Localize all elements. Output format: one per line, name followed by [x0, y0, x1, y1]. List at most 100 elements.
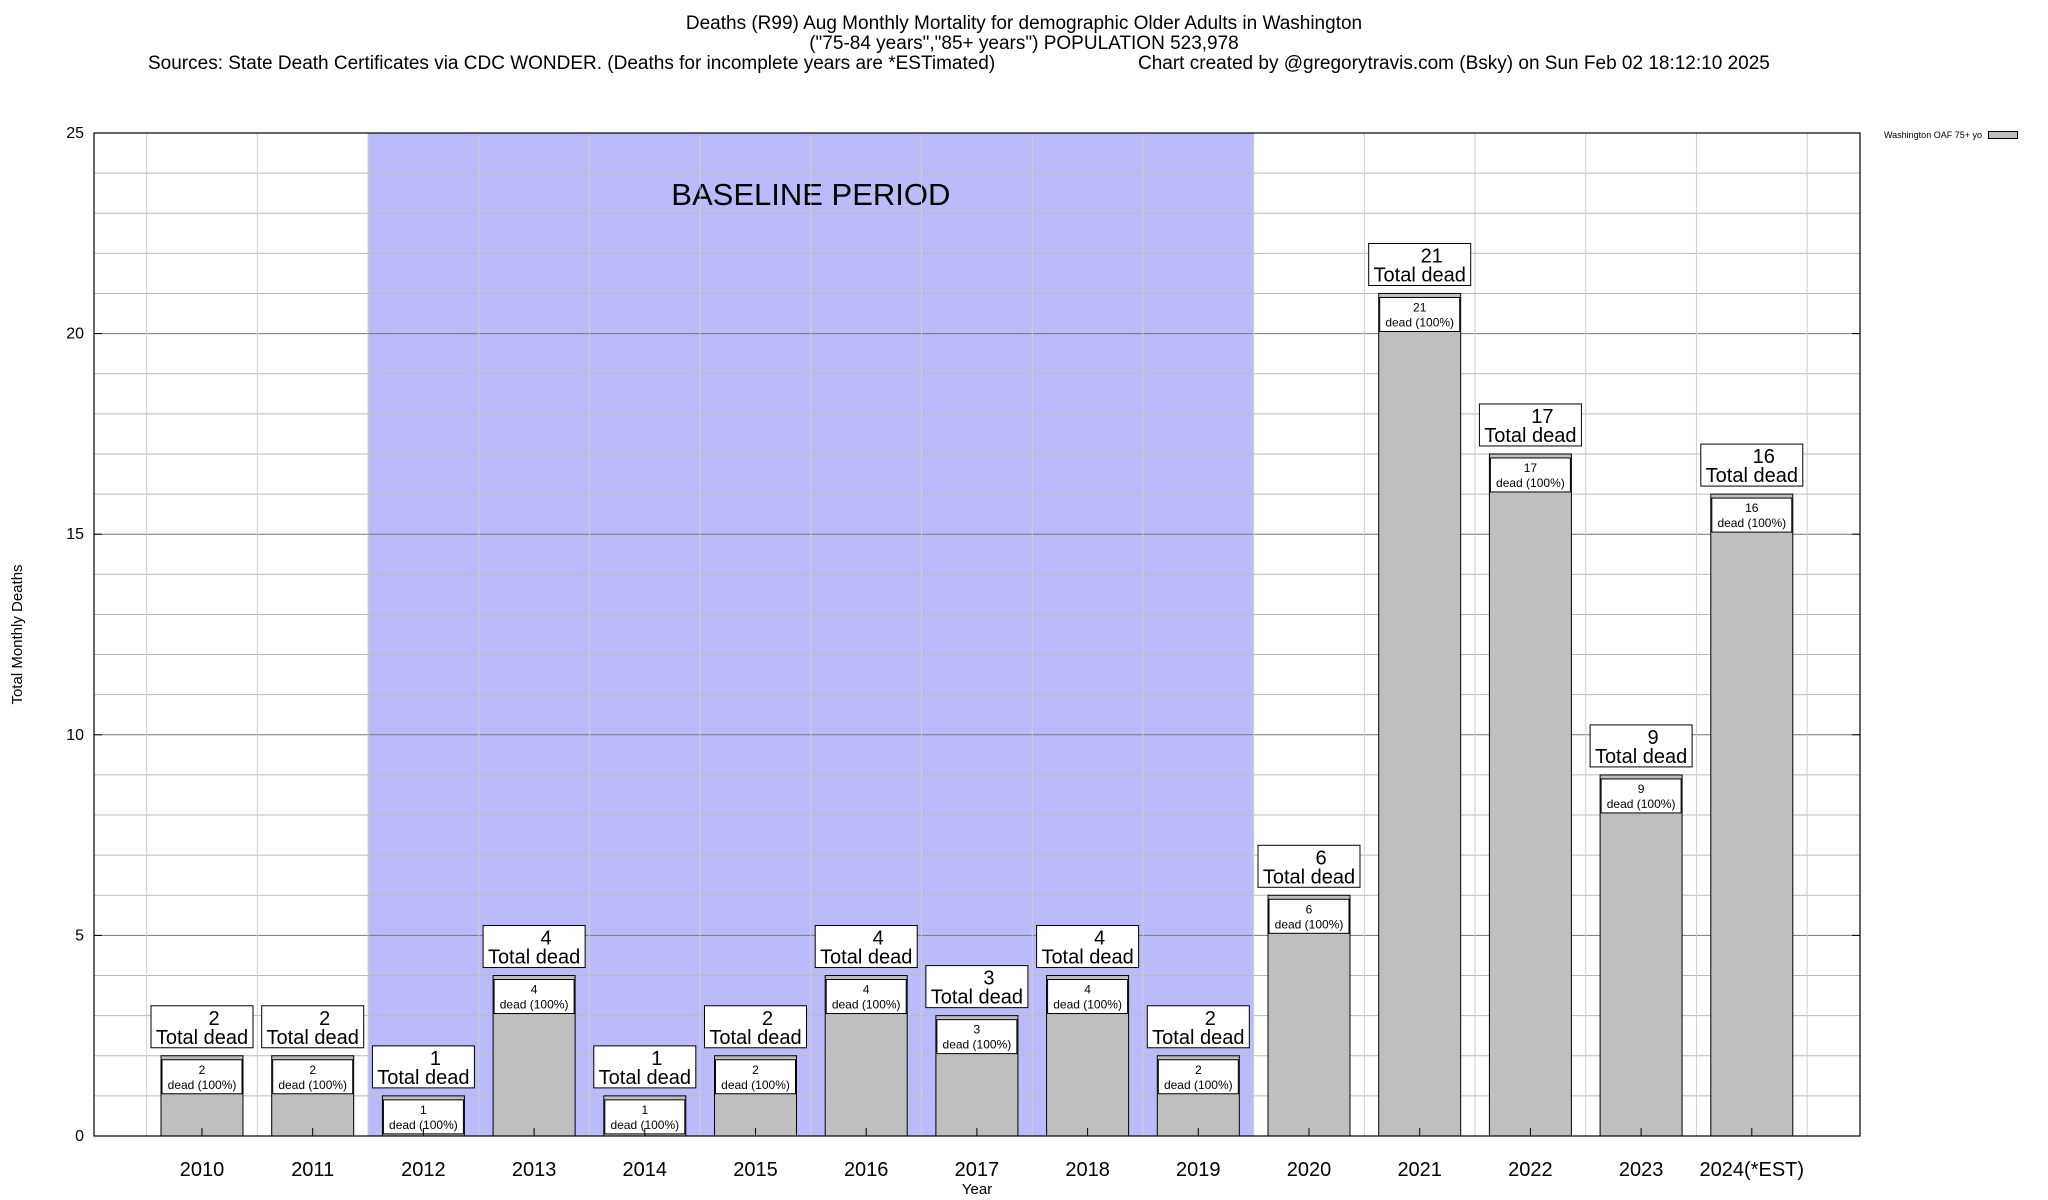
- bar-inner-label: dead (100%): [1496, 476, 1565, 490]
- x-tick-label: 2022: [1508, 1159, 1553, 1181]
- bar-inner-value: 2: [752, 1063, 759, 1077]
- x-tick-label: 2023: [1619, 1159, 1664, 1181]
- bar-total-value: 17: [1531, 406, 1553, 428]
- x-tick-label: 2020: [1287, 1159, 1332, 1181]
- bar-total-label: Total dead: [377, 1067, 469, 1089]
- bar-total-value: 4: [873, 928, 884, 950]
- bar-inner-label-box: [161, 1059, 243, 1095]
- bar-total-label-box: [150, 1005, 254, 1049]
- bar-total-label: Total dead: [931, 987, 1023, 1009]
- bar-inner-value: 3: [974, 1023, 981, 1037]
- bar-total-value: 2: [319, 1008, 330, 1030]
- x-tick-label: 2017: [955, 1159, 1000, 1181]
- x-tick-label: 2015: [733, 1159, 778, 1181]
- legend: Washington OAF 75+ yo: [1884, 130, 2018, 140]
- x-axis-label: Year: [962, 1181, 992, 1198]
- bar-total-value: 2: [1205, 1008, 1216, 1030]
- bar-total-label-box: [593, 1045, 697, 1089]
- bar-inner-value: 9: [1638, 782, 1645, 796]
- bar-total-label: Total dead: [488, 947, 580, 969]
- bar-total-value: 1: [430, 1048, 441, 1070]
- bar-total-value: 16: [1753, 446, 1775, 468]
- bar-total-label: Total dead: [267, 1027, 359, 1049]
- bar-inner-label: dead (100%): [1717, 516, 1786, 530]
- chart-source: Sources: State Death Certificates via CD…: [148, 53, 996, 74]
- bar-inner-value: 16: [1745, 501, 1759, 515]
- bar-inner-label-box: [493, 979, 575, 1015]
- bar-inner-value: 4: [1084, 983, 1091, 997]
- bar-inner-label: dead (100%): [1053, 998, 1122, 1012]
- y-tick-label: 0: [75, 1128, 84, 1145]
- bar-inner-value: 4: [863, 983, 870, 997]
- chart-credit: Chart created by @gregorytravis.com (Bsk…: [1138, 53, 1770, 74]
- bar-inner-label-box: [936, 1019, 1018, 1055]
- x-tick-label: 2010: [180, 1159, 225, 1181]
- x-tick-label: 2014: [623, 1159, 668, 1181]
- bar-inner-label-box: [715, 1059, 796, 1095]
- bar-inner-label-box: [1047, 979, 1129, 1015]
- x-tick-label: 2013: [512, 1159, 557, 1181]
- bar-inner-label: dead (100%): [721, 1078, 790, 1092]
- bar-inner-label: dead (100%): [500, 998, 569, 1012]
- bar-inner-label: dead (100%): [832, 998, 901, 1012]
- bar: [1599, 774, 1683, 1137]
- bar: [1710, 493, 1794, 1137]
- x-tick-label: 2024(*EST): [1700, 1159, 1805, 1181]
- y-tick-label: 5: [75, 927, 84, 944]
- x-tick-label: 2011: [291, 1159, 334, 1181]
- x-tick-label: 2018: [1065, 1159, 1110, 1181]
- bar-inner-value: 2: [309, 1063, 316, 1077]
- y-tick-label: 10: [66, 727, 84, 744]
- bar-total-label: Total dead: [820, 947, 912, 969]
- bar-total-value: 3: [983, 968, 994, 990]
- chart-title: Deaths (R99) Aug Monthly Mortality for d…: [685, 13, 1363, 34]
- bar-inner-value: 2: [199, 1063, 206, 1077]
- bar-total-value: 1: [651, 1048, 662, 1070]
- bar-inner-label: dead (100%): [278, 1078, 347, 1092]
- bar-inner-label-box: [1268, 898, 1350, 934]
- bar-total-label: Total dead: [599, 1067, 691, 1089]
- bar-total-label-box: [261, 1005, 365, 1049]
- bar-inner-label-box: [1600, 778, 1682, 814]
- bar-total-value: 4: [541, 928, 552, 950]
- x-tick-label: 2016: [844, 1159, 889, 1181]
- bar-total-label-box: [1146, 1005, 1250, 1049]
- bar-total-label-box: [482, 925, 586, 969]
- bar-total-value: 2: [762, 1008, 773, 1030]
- bar-inner-label-box: [1489, 457, 1571, 493]
- bar-total-label: Total dead: [1263, 866, 1355, 888]
- bar-total-label-box: [1589, 724, 1693, 768]
- bar: [1378, 292, 1462, 1137]
- bar-total-value: 21: [1421, 245, 1443, 267]
- bar-inner-label: dead (100%): [610, 1118, 679, 1132]
- bar-inner-label-box: [1379, 296, 1461, 332]
- bar-total-label: Total dead: [1152, 1027, 1244, 1049]
- bar-total-label-box: [1368, 242, 1472, 286]
- bar-total-label-box: [1700, 443, 1804, 487]
- bar-inner-label-box: [825, 979, 907, 1015]
- bar: [1267, 894, 1351, 1137]
- x-tick-label: 2019: [1176, 1159, 1221, 1181]
- plot-frame: [93, 132, 1861, 1137]
- bar-total-label: Total dead: [1374, 264, 1466, 286]
- bar-total-value: 4: [1094, 928, 1105, 950]
- bar-total-label: Total dead: [1595, 746, 1687, 768]
- bar-inner-value: 2: [1195, 1063, 1202, 1077]
- bar-inner-label: dead (100%): [1385, 315, 1454, 329]
- y-tick-label: 25: [66, 125, 84, 142]
- bar-total-label: Total dead: [709, 1027, 801, 1049]
- legend-swatch: [1987, 131, 2018, 139]
- bar-inner-label: dead (100%): [943, 1038, 1012, 1052]
- bar-total-label-box: [1478, 403, 1582, 447]
- bar-inner-label-box: [1157, 1059, 1239, 1095]
- bar-total-label: Total dead: [1041, 947, 1133, 969]
- bar-inner-value: 1: [420, 1103, 427, 1117]
- bar-inner-label: dead (100%): [1607, 797, 1676, 811]
- bar-inner-label: dead (100%): [1275, 917, 1344, 931]
- bar-total-label-box: [371, 1045, 475, 1089]
- bar-total-label-box: [1036, 925, 1140, 969]
- x-tick-label: 2012: [401, 1159, 446, 1181]
- bar: [1488, 453, 1572, 1137]
- bar-inner-label: dead (100%): [389, 1118, 458, 1132]
